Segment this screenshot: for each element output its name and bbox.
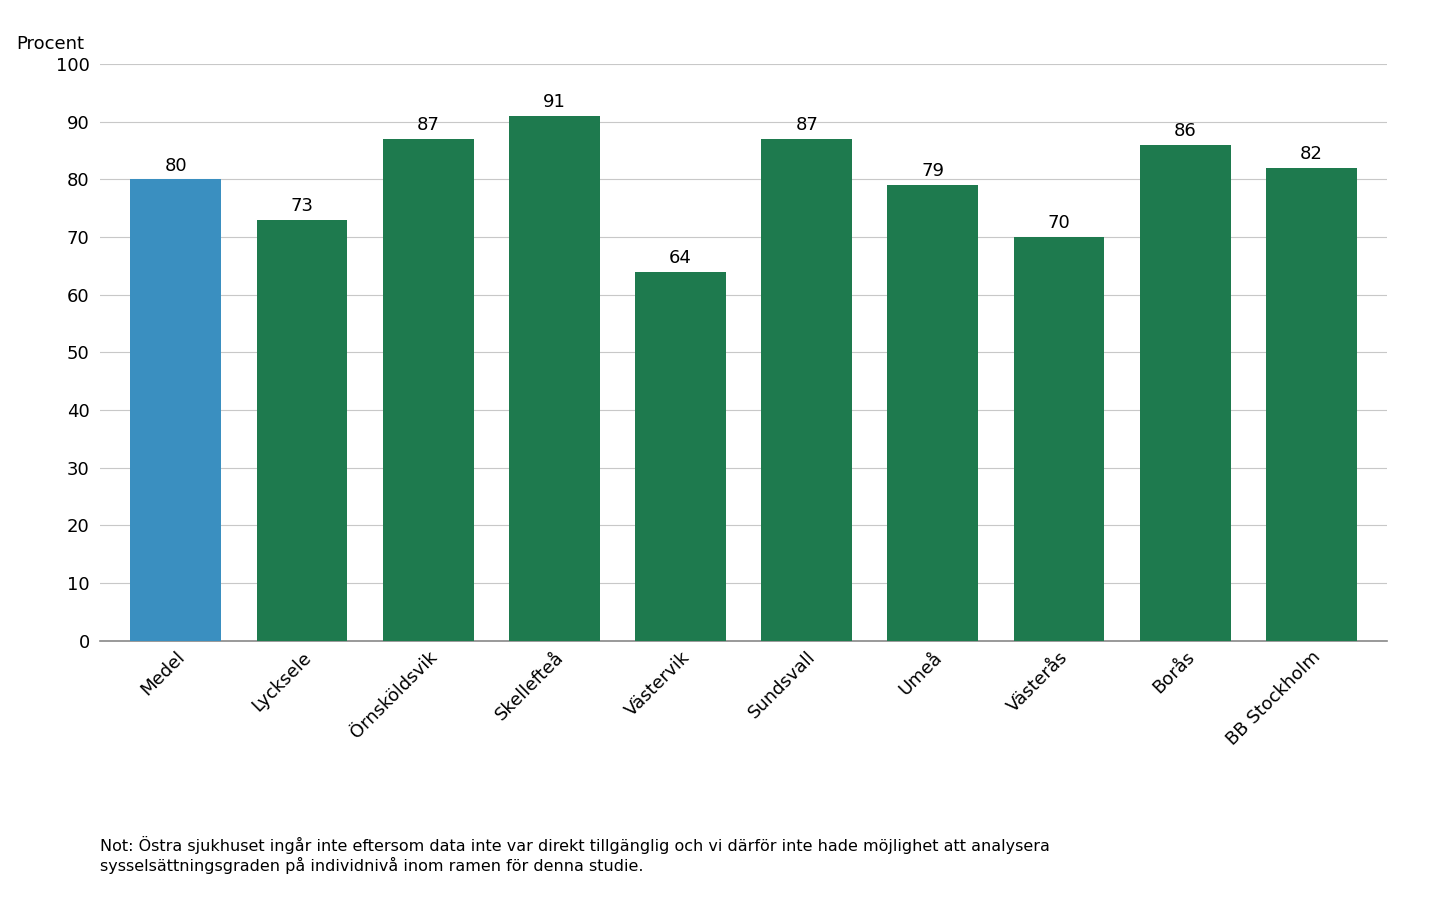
Bar [761, 139, 852, 640]
Text: 87: 87 [416, 116, 439, 135]
Bar [509, 116, 599, 640]
Text: 80: 80 [164, 156, 187, 175]
Text: 73: 73 [290, 197, 313, 215]
Bar [130, 179, 222, 640]
Bar [383, 139, 473, 640]
Text: 70: 70 [1048, 214, 1071, 232]
Text: Not: Östra sjukhuset ingår inte eftersom data inte var direkt tillgänglig och vi: Not: Östra sjukhuset ingår inte eftersom… [100, 836, 1050, 874]
Bar [1140, 145, 1231, 640]
Text: 79: 79 [921, 163, 944, 180]
Text: 82: 82 [1300, 145, 1323, 163]
Bar [1014, 237, 1104, 640]
Bar [1266, 167, 1357, 640]
Bar [635, 272, 726, 640]
Text: 64: 64 [669, 249, 692, 267]
Text: 86: 86 [1174, 122, 1197, 140]
Bar [888, 185, 978, 640]
Text: Procent: Procent [17, 35, 84, 52]
Bar [256, 220, 347, 640]
Text: 87: 87 [795, 116, 818, 135]
Text: 91: 91 [543, 93, 566, 112]
